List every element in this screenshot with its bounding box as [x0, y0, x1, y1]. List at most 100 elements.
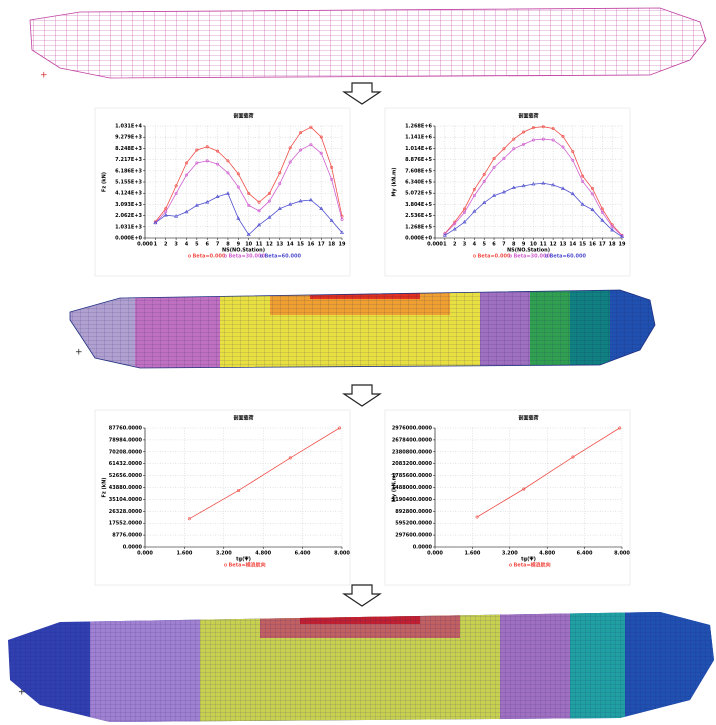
- point: [319, 151, 323, 155]
- hull-outline: [69, 289, 656, 369]
- y-tick-label: 2976000.0000: [392, 426, 433, 432]
- point: [215, 194, 220, 199]
- point: [226, 171, 230, 175]
- legend-label: Beta=横浪航向: [229, 562, 266, 569]
- series-line: [476, 427, 620, 518]
- point: [298, 198, 303, 203]
- point: [551, 182, 556, 187]
- point: [472, 194, 476, 198]
- y-tick-label: 8.876E+5: [405, 157, 432, 163]
- y-tick-label: 70208.0000: [109, 449, 143, 455]
- point: [590, 192, 594, 196]
- point: [502, 157, 506, 161]
- point: [442, 233, 447, 237]
- x-tick-label: 4: [473, 242, 477, 248]
- x-tick-label: 1.600: [176, 551, 192, 557]
- x-tick-label: 1: [443, 242, 447, 248]
- y-tick-label: 52656.0000: [109, 473, 143, 479]
- series-line: [444, 126, 623, 236]
- x-tick-label: 7: [216, 242, 220, 248]
- point: [246, 232, 251, 237]
- point: [571, 149, 575, 153]
- x-tick-label: 8.000: [614, 551, 630, 557]
- point: [502, 147, 506, 151]
- point: [580, 202, 585, 206]
- point: [463, 210, 467, 214]
- point: [330, 165, 334, 169]
- x-tick-label: 18: [328, 242, 335, 248]
- point: [277, 206, 282, 210]
- chart-title: 剖面载荷: [233, 415, 253, 422]
- y-axis-label: My (kN.m): [392, 473, 398, 502]
- point: [299, 131, 303, 135]
- point: [288, 160, 292, 164]
- point: [618, 426, 622, 430]
- y-tick-label: 2678400.0000: [392, 437, 433, 443]
- point: [309, 125, 313, 129]
- y-tick-label: 5.155E+3: [115, 180, 142, 186]
- chart-panel: [384, 409, 631, 586]
- x-tick-label: 15: [297, 242, 304, 248]
- point: [339, 230, 345, 234]
- y-tick-label: 2083200.0000: [392, 461, 433, 467]
- point: [174, 184, 178, 188]
- point: [482, 200, 487, 204]
- point: [581, 179, 585, 183]
- point: [521, 183, 526, 188]
- point: [590, 207, 595, 212]
- legend-label: Beta=0.000: [193, 254, 226, 260]
- x-tick-label: 3: [174, 242, 178, 248]
- point: [205, 199, 210, 204]
- y-tick-label: 595200.0000: [395, 521, 432, 527]
- y-axis-label: My (kN.m): [392, 167, 398, 196]
- x-tick-label: 6: [205, 242, 209, 248]
- point: [236, 216, 241, 220]
- point: [619, 234, 625, 238]
- point: [610, 227, 615, 232]
- x-tick-label: 13: [276, 242, 283, 248]
- x-tick-label: 12: [266, 242, 273, 248]
- point: [571, 158, 575, 162]
- point: [163, 212, 168, 217]
- point: [610, 225, 614, 229]
- point: [561, 145, 565, 149]
- x-tick-label: 6.400: [577, 551, 593, 557]
- point: [551, 126, 555, 130]
- x-tick-label: 16: [307, 242, 314, 248]
- x-tick-label: 8: [512, 242, 516, 248]
- point: [267, 191, 271, 195]
- point: [184, 209, 189, 214]
- legend-label: Beta=30.000: [229, 254, 266, 260]
- point: [226, 159, 230, 163]
- point: [257, 200, 261, 204]
- x-tick-label: 9: [237, 242, 241, 248]
- y-tick-label: 3.093E+3: [115, 202, 142, 208]
- series-line: [444, 138, 623, 237]
- chart-panel: [94, 107, 351, 277]
- y-tick-label: 1.014E+6: [405, 146, 432, 152]
- legend-marker: [508, 254, 512, 258]
- point: [164, 207, 168, 211]
- point: [482, 172, 486, 176]
- point: [330, 177, 334, 181]
- y-tick-label: 1190400.0000: [392, 497, 433, 503]
- y-tick-label: 1.268E+5: [405, 224, 432, 230]
- flow-arrows: [342, 82, 382, 607]
- legend-label: Beta=60.000: [550, 254, 587, 260]
- point: [541, 181, 546, 185]
- x-tick-label: 7: [502, 242, 506, 248]
- point: [340, 218, 344, 222]
- point: [216, 162, 220, 166]
- point: [472, 187, 476, 191]
- y-tick-label: 1785600.0000: [392, 473, 433, 479]
- y-tick-label: 3.804E+5: [405, 202, 432, 208]
- legend-label: Beta=30.000: [514, 254, 551, 260]
- series-line: [155, 126, 343, 222]
- point: [541, 125, 545, 129]
- y-tick-label: 35104.0000: [109, 497, 143, 503]
- point: [551, 138, 555, 142]
- legend-marker: [544, 254, 548, 258]
- y-axis-label: Fz (kN): [102, 477, 108, 497]
- x-tick-label: 11: [256, 242, 263, 248]
